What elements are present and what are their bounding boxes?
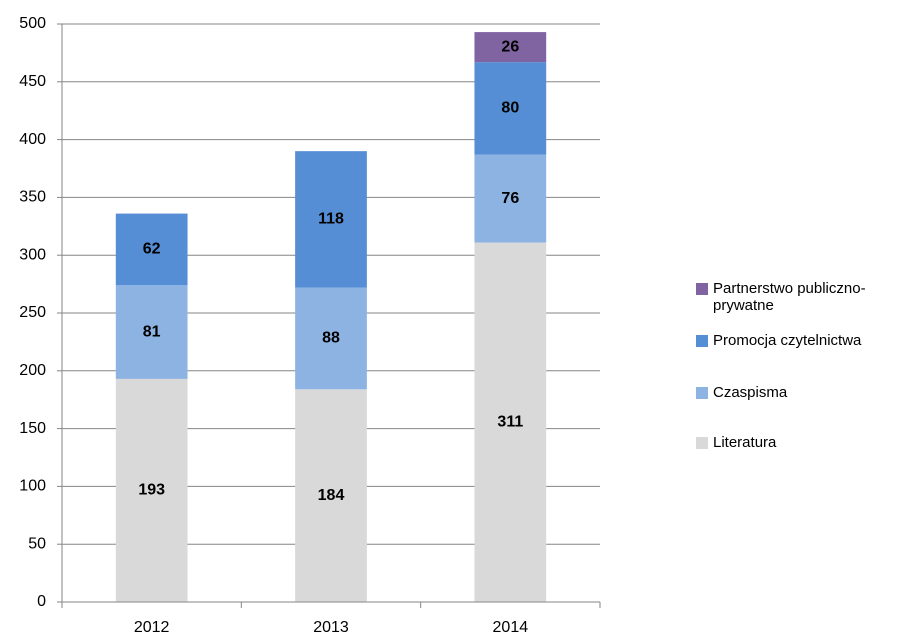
data-label: 311 (497, 413, 523, 430)
legend-label: Literatura (713, 434, 777, 451)
bar-segment (115, 285, 188, 379)
y-tick-label: 300 (19, 246, 46, 263)
legend-item: Czaspisma (694, 384, 899, 401)
y-tick-label: 250 (19, 304, 46, 321)
legend-label: Promocja czytelnictwa (713, 332, 862, 349)
bar-segment (474, 242, 547, 602)
bar-segment (474, 154, 547, 243)
bar-segment (115, 378, 188, 602)
bar-segment (474, 32, 547, 63)
y-tick-label: 500 (19, 15, 46, 32)
legend-swatch (696, 335, 708, 347)
y-tick-label: 450 (19, 73, 46, 90)
y-tick-label: 350 (19, 189, 46, 206)
legend-item: Partnerstwo publiczno-prywatne (694, 280, 899, 314)
bar-segment (295, 287, 367, 390)
y-tick-label: 150 (19, 420, 46, 437)
data-label: 184 (318, 487, 345, 504)
data-label: 80 (501, 100, 519, 117)
legend-swatch (696, 283, 708, 295)
y-tick-label: 0 (37, 593, 46, 610)
bar-segment (115, 213, 188, 286)
x-tick-label: 2012 (134, 619, 170, 636)
data-label: 62 (143, 241, 161, 258)
legend-label: Partnerstwo publiczno-prywatne (713, 280, 866, 314)
y-tick-label: 200 (19, 362, 46, 379)
data-label: 76 (501, 190, 519, 207)
data-label: 81 (143, 323, 161, 340)
y-tick-label: 400 (19, 131, 46, 148)
y-tick-label: 50 (28, 535, 46, 552)
legend-label: Czaspisma (713, 384, 788, 401)
data-label: 193 (138, 482, 165, 499)
legend-item: Promocja czytelnictwa (694, 332, 899, 349)
bar-segment (295, 389, 367, 602)
legend-swatch (696, 437, 708, 449)
data-label: 118 (318, 211, 344, 228)
y-tick-label: 100 (19, 478, 46, 495)
x-tick-label: 2013 (313, 619, 349, 636)
legend-item: Literatura (694, 434, 899, 451)
bar-segment (295, 151, 367, 288)
x-tick-label: 2014 (493, 619, 529, 636)
bar-segment (474, 62, 547, 155)
data-label: 26 (501, 38, 519, 55)
legend-swatch (696, 387, 708, 399)
data-label: 88 (322, 330, 340, 347)
